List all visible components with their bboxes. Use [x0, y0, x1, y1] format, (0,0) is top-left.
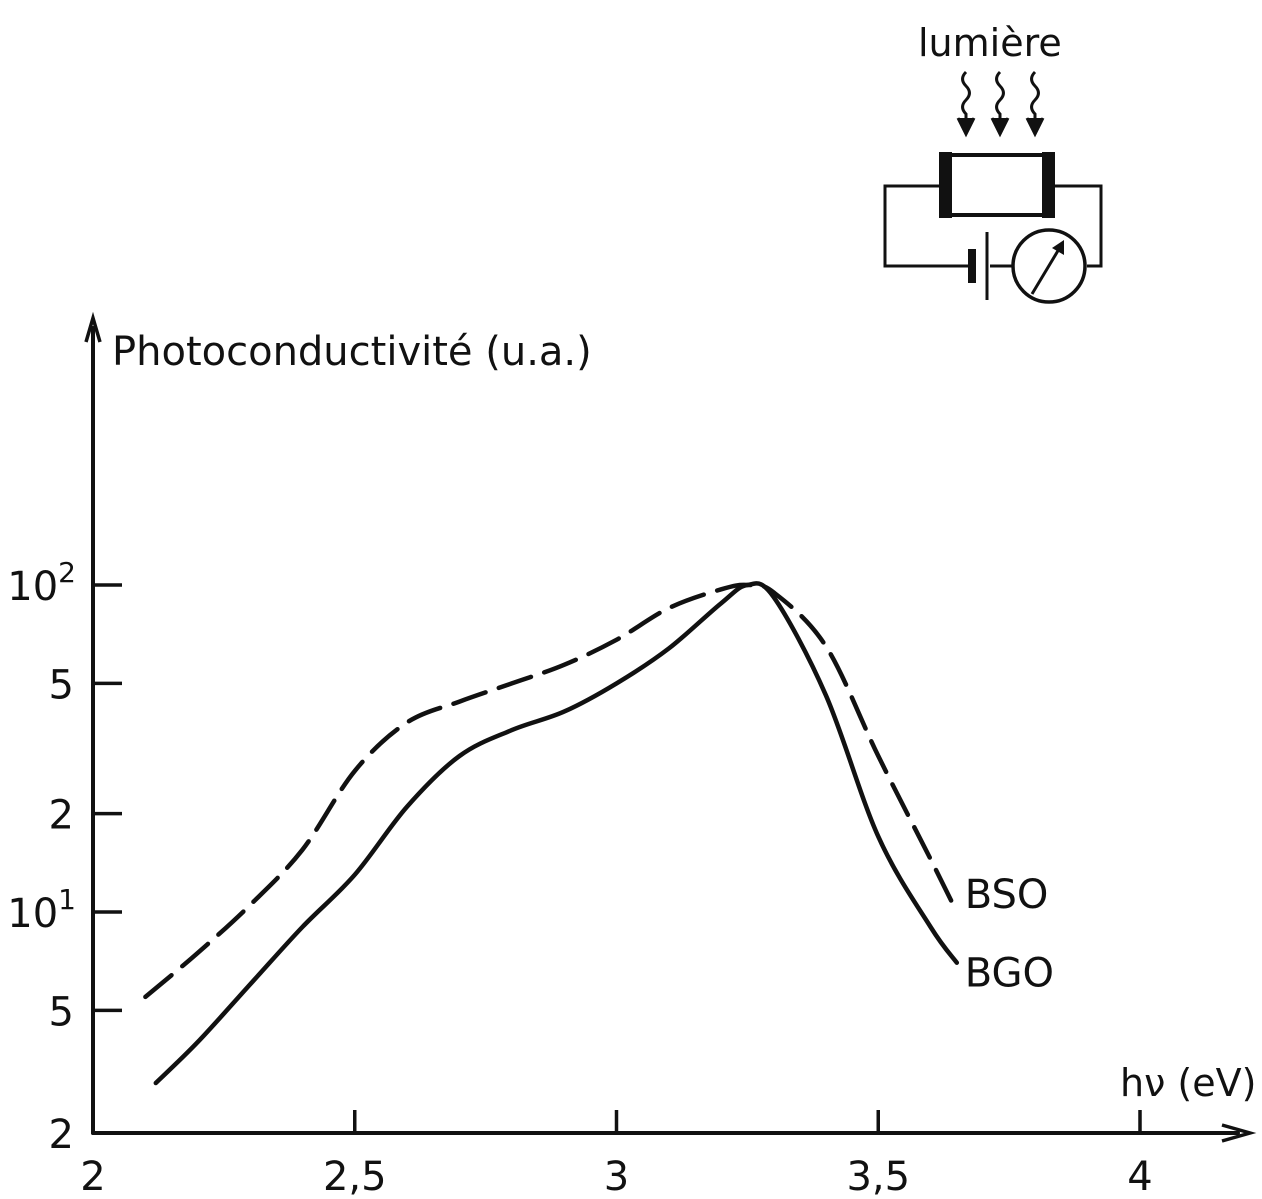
x-axis-arrow	[1221, 1123, 1257, 1143]
x-tick-label: 2,5	[323, 1154, 387, 1199]
y-tick-label: 5	[49, 989, 74, 1035]
y-tick-label: 101	[7, 883, 76, 937]
x-tick-label: 2	[80, 1154, 105, 1199]
axes	[84, 311, 1257, 1143]
series-label-bso: BSO	[965, 872, 1049, 918]
light-label: lumière	[918, 21, 1062, 65]
x-tick-label: 3	[604, 1154, 629, 1199]
y-tick-label: 2	[49, 793, 74, 839]
x-tick-label: 3,5	[846, 1154, 910, 1199]
y-ticks: 2 5 101 2 5 102	[7, 556, 122, 1158]
y-tick-label: 2	[49, 1112, 74, 1158]
circuit-wires	[883, 184, 1103, 268]
ammeter-icon	[1011, 228, 1087, 304]
series-label-bgo: BGO	[965, 951, 1054, 997]
x-axis-title: hν (eV)	[1120, 1061, 1256, 1105]
y-tick-exponent: 1	[58, 883, 76, 916]
y-axis-arrow	[84, 311, 102, 343]
battery-icon	[968, 232, 989, 300]
circuit-inset: lumière	[883, 21, 1103, 304]
crystal-sample-icon	[939, 152, 1055, 218]
y-tick-exponent: 2	[58, 556, 76, 589]
y-axis-title: Photoconductivité (u.a.)	[112, 329, 592, 375]
x-tick-label: 4	[1127, 1154, 1152, 1199]
series-line-bso	[143, 582, 960, 1000]
series-line-bgo	[153, 581, 960, 1086]
y-tick-label: 5	[49, 662, 74, 708]
curves	[143, 581, 960, 1086]
series-labels: BSO BGO	[965, 872, 1054, 997]
x-ticks: 2 2,5 3 3,5 4	[80, 1110, 1153, 1199]
y-tick-label: 102	[7, 556, 76, 610]
light-rays-icon	[956, 70, 1045, 138]
